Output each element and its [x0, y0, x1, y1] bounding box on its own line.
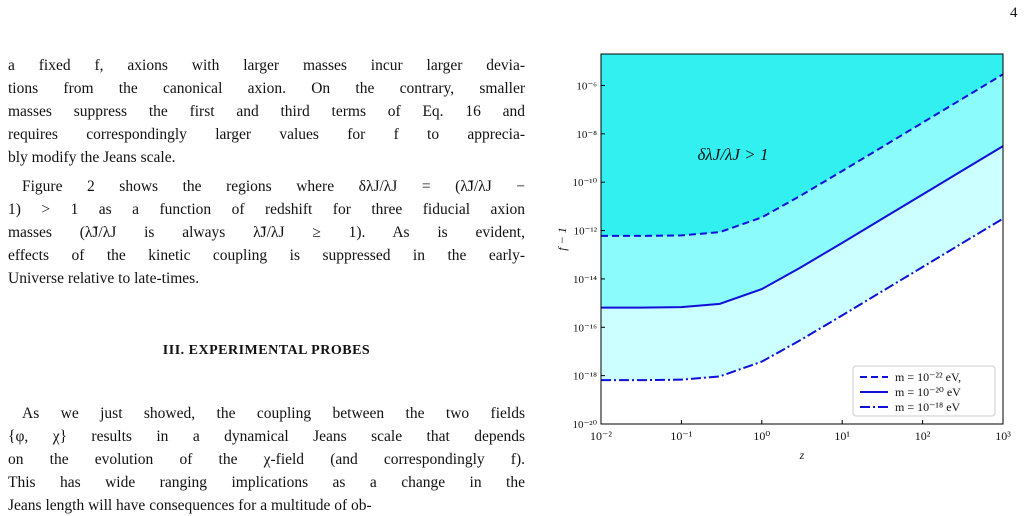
- text-line: on the evolution of the χ-field (and cor…: [8, 451, 525, 468]
- text-line: As we just showed, the coupling between …: [22, 405, 525, 422]
- annotation: δλJ/λJ > 1: [698, 145, 769, 164]
- section-heading: III. EXPERIMENTAL PROBES: [162, 343, 371, 358]
- y-tick-label: 10⁻¹²: [574, 226, 598, 238]
- text-line: 1) > 1 as a function of redshift for thr…: [8, 201, 525, 218]
- legend: m = 10⁻²² eV,m = 10⁻²⁰ eVm = 10⁻¹⁸ eV: [852, 365, 996, 417]
- chart: 10⁻² 10⁻¹ 10⁰ 10¹ 10² 10³ 10⁻²⁰ 10⁻¹⁸ 10⁻¹⁶ 10⁻¹⁴…: [555, 53, 1011, 462]
- x-tick-label: 10²: [915, 429, 931, 443]
- series-line: [601, 217, 1004, 382]
- x-axis-label: z: [799, 448, 805, 462]
- y-tick-label: 10⁻⁸: [576, 129, 597, 141]
- text-line: Universe relative to late-times.: [8, 270, 200, 287]
- text-line: Figure 2 shows the regions where δλJ/λJ …: [22, 178, 525, 195]
- legend-label: m = 10⁻²² eV,: [895, 370, 961, 384]
- text-line: masses suppress the first and third term…: [8, 103, 525, 120]
- text-line: tions from the canonical axion. On the c…: [8, 80, 525, 97]
- plot-frame: [600, 53, 1004, 425]
- y-tick-label: 10⁻²⁰: [572, 419, 597, 431]
- legend-box: [852, 365, 996, 417]
- text-line: bly modify the Jeans scale.: [8, 149, 176, 166]
- x-tick-label: 10³: [995, 429, 1011, 443]
- x-tick-label: 10⁻²: [590, 429, 612, 443]
- x-tick-label: 10¹: [834, 429, 850, 443]
- text-line: {φ, χ} results in a dynamical Jeans scal…: [8, 428, 525, 445]
- page: 4 a fixed f, axions with larger masses i…: [8, 5, 1018, 514]
- series-line: [601, 73, 1004, 237]
- y-tick-label: 10⁻⁶: [576, 80, 597, 92]
- legend-label: m = 10⁻²⁰ eV: [895, 385, 961, 399]
- text-line: a fixed f, axions with larger masses inc…: [8, 57, 525, 74]
- y-tick-label: 10⁻¹⁶: [573, 322, 597, 334]
- text-line: masses (λ̃J/λJ is always λ̃J/λJ ≥ 1). As…: [8, 224, 525, 241]
- y-tick-label: 10⁻¹⁰: [572, 177, 597, 189]
- y-axis-label: f − 1: [555, 227, 569, 250]
- x-tick-label: 10⁻¹: [670, 429, 692, 443]
- y-tick-label: 10⁻¹⁸: [573, 371, 597, 383]
- text-line: requires correspondingly larger values f…: [8, 126, 525, 143]
- region-fill: [601, 54, 1003, 236]
- page-number: 4: [1010, 5, 1018, 21]
- series-line: [601, 145, 1004, 309]
- legend-label: m = 10⁻¹⁸ eV: [895, 400, 961, 414]
- text-line: effects of the kinetic coupling is suppr…: [8, 247, 525, 264]
- x-tick-label: 10⁰: [753, 429, 770, 443]
- text-line: This has wide ranging implications as a …: [8, 474, 525, 491]
- y-tick-label: 10⁻¹⁴: [573, 274, 597, 286]
